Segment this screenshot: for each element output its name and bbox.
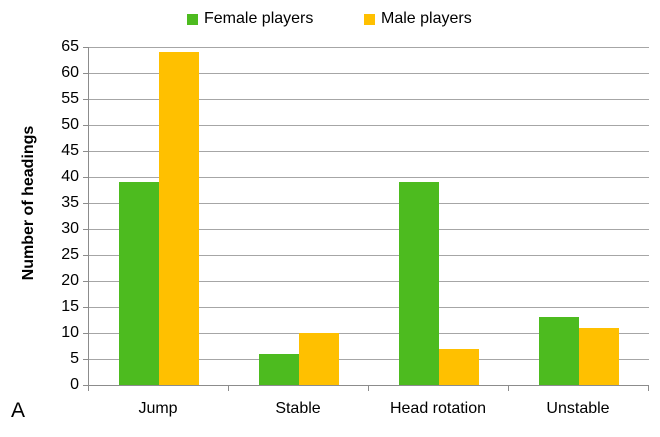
y-tick-mark (83, 307, 88, 308)
y-tick-label: 30 (61, 220, 79, 237)
y-tick-mark (83, 151, 88, 152)
x-tick-mark (648, 386, 649, 391)
bar-male-players (159, 52, 199, 385)
bar-female-players (259, 354, 299, 385)
y-tick-mark (83, 125, 88, 126)
y-tick-label: 15 (61, 298, 79, 315)
bar-male-players (439, 349, 479, 385)
x-tick-mark (508, 386, 509, 391)
bar-male-players (299, 333, 339, 385)
legend-swatch-icon (187, 13, 198, 25)
y-tick-mark (83, 385, 88, 386)
y-tick-label: 0 (70, 376, 79, 393)
x-tick-mark (88, 386, 89, 391)
gridline (89, 359, 649, 360)
y-tick-label: 60 (61, 64, 79, 81)
x-tick-mark (228, 386, 229, 391)
y-tick-label: 35 (61, 194, 79, 211)
y-tick-mark (83, 47, 88, 48)
gridline (89, 255, 649, 256)
bar-female-players (119, 182, 159, 385)
legend-label: Female players (204, 10, 314, 27)
legend-item: Male players (364, 8, 472, 30)
y-tick-label: 40 (61, 168, 79, 185)
y-tick-label: 5 (70, 350, 79, 367)
legend-swatch-icon (364, 13, 375, 25)
y-tick-label: 25 (61, 246, 79, 263)
bar-female-players (399, 182, 439, 385)
panel-label: A (11, 399, 26, 422)
x-category-label: Jump (138, 400, 178, 417)
y-tick-label: 50 (61, 116, 79, 133)
y-tick-label: 10 (61, 324, 79, 341)
gridline (89, 151, 649, 152)
y-tick-mark (83, 73, 88, 74)
y-tick-mark (83, 99, 88, 100)
gridline (89, 73, 649, 74)
x-tick-mark (368, 386, 369, 391)
legend-item: Female players (187, 8, 313, 30)
gridline (89, 47, 649, 48)
bar-male-players (579, 328, 619, 385)
gridline (89, 281, 649, 282)
chart-legend: Female players Male players (0, 8, 660, 32)
y-axis-title: Number of headings (20, 125, 37, 281)
bar-female-players (539, 317, 579, 385)
x-category-label: Unstable (546, 400, 610, 417)
y-tick-mark (83, 229, 88, 230)
plot-area (88, 47, 649, 386)
gridline (89, 177, 649, 178)
y-tick-mark (83, 359, 88, 360)
gridline (89, 307, 649, 308)
gridline (89, 99, 649, 100)
gridline (89, 333, 649, 334)
y-tick-mark (83, 203, 88, 204)
x-category-label: Head rotation (389, 400, 487, 417)
x-category-label: Stable (275, 400, 321, 417)
y-tick-label: 65 (61, 38, 79, 55)
gridline (89, 229, 649, 230)
y-tick-mark (83, 281, 88, 282)
gridline (89, 203, 649, 204)
y-tick-mark (83, 255, 88, 256)
y-tick-label: 45 (61, 142, 79, 159)
y-tick-label: 55 (61, 90, 79, 107)
y-tick-mark (83, 177, 88, 178)
y-tick-label: 20 (61, 272, 79, 289)
legend-label: Male players (381, 10, 472, 27)
y-tick-mark (83, 333, 88, 334)
gridline (89, 125, 649, 126)
